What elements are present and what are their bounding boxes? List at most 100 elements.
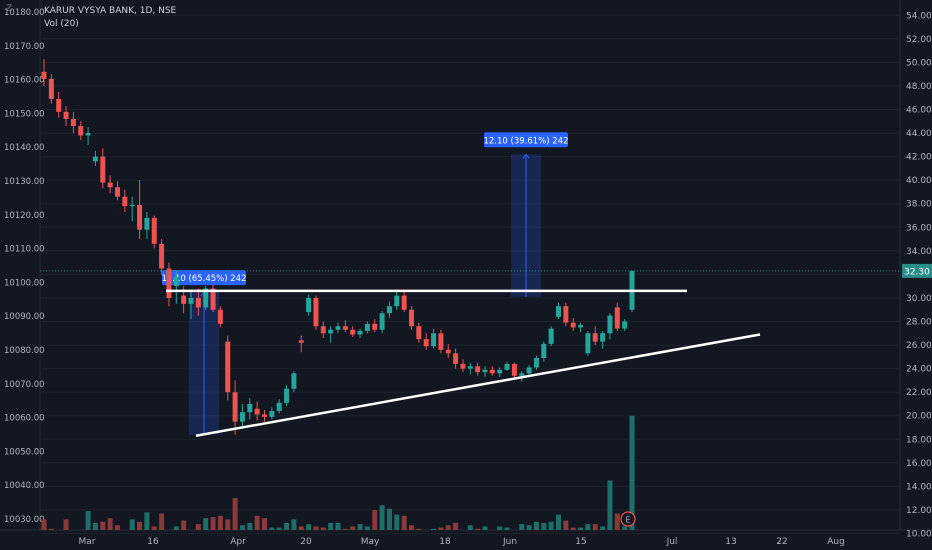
candle-body (78, 126, 84, 136)
volume-bar (563, 520, 569, 530)
candle-body (357, 330, 363, 335)
left-axis-tick-label: 10180.00 (4, 8, 45, 18)
candle (306, 294, 312, 316)
volume-bar (144, 512, 150, 530)
volume-bar (372, 509, 378, 530)
volume-bar (85, 511, 91, 530)
candle-body (394, 295, 400, 307)
candle (173, 270, 179, 304)
candle-body (401, 295, 407, 310)
candle (225, 335, 231, 401)
candle-body (159, 243, 165, 269)
time-axis-tick-label: 15 (575, 537, 586, 547)
candle (372, 319, 378, 333)
time-axis-tick-label: 13 (725, 537, 736, 547)
candle-body (306, 297, 312, 313)
candle (276, 399, 282, 414)
right-axis-tick-label: 16.00 (906, 459, 932, 469)
right-axis-tick-label: 24.00 (906, 365, 932, 375)
price-range-badge (162, 270, 246, 286)
candle (144, 211, 150, 240)
candle-body (335, 326, 341, 330)
right-axis-tick-label: 26.00 (906, 341, 932, 351)
volume-bar (217, 515, 223, 530)
candle (614, 302, 620, 331)
volume-bar (438, 527, 444, 530)
candle (548, 326, 554, 347)
candle-body (416, 326, 422, 340)
candle (423, 333, 429, 350)
left-axis-tick-label: 10130.00 (4, 177, 45, 187)
right-axis-tick-label: 34.00 (906, 247, 932, 257)
candle (504, 361, 510, 371)
candle-body (533, 358, 539, 368)
right-axis-tick-label: 42.00 (906, 153, 932, 163)
volume-bar (578, 527, 584, 530)
volume-bar (416, 528, 422, 530)
candle (284, 385, 290, 407)
candle (607, 313, 613, 340)
candle-body (519, 373, 525, 376)
candle (357, 328, 363, 339)
candle-body (504, 363, 510, 370)
volume-bar (335, 522, 341, 530)
right-axis-tick-label: 30.00 (906, 294, 932, 304)
candle (262, 409, 267, 422)
candle-body (313, 297, 319, 327)
candle-body (379, 313, 385, 330)
candle-body (188, 297, 194, 304)
left-axis-tick-label: 10140.00 (4, 143, 45, 153)
candle (445, 343, 451, 359)
candle (48, 74, 54, 104)
candle-body (85, 133, 91, 136)
candle (247, 398, 253, 420)
candle (401, 292, 407, 313)
candle-body (173, 276, 179, 287)
volume-bar (570, 527, 576, 530)
time-axis-tick-label: 16 (147, 537, 159, 547)
candle-body (423, 339, 429, 347)
time-axis-tick-label: May (361, 537, 380, 547)
candle (416, 322, 422, 343)
volume-bar (600, 526, 606, 530)
volume-bar (306, 524, 312, 530)
candle (570, 317, 576, 331)
candle (328, 326, 334, 343)
candle (526, 365, 532, 375)
symbol-title[interactable]: KARUR VYSYA BANK, 1D, NSE (44, 6, 177, 16)
volume-bar (129, 519, 135, 530)
candle-body (453, 353, 459, 364)
candle-body (239, 412, 245, 422)
time-axis-tick-label: 22 (776, 537, 787, 547)
candle-body (482, 369, 488, 373)
time-axis-tick-label: 18 (439, 537, 451, 547)
volume-indicator-label[interactable]: Vol (20) (44, 19, 79, 29)
left-axis-tick-label: 10030.00 (4, 515, 45, 525)
volume-bar (467, 525, 473, 530)
candle (585, 330, 591, 356)
candle (394, 292, 400, 310)
right-axis-tick-label: 14.00 (906, 482, 932, 492)
candle-body (342, 326, 348, 330)
right-axis-tick-label: 46.00 (906, 106, 932, 116)
volume-bar (284, 522, 290, 530)
candle-body (41, 71, 47, 79)
volume-bar (232, 498, 238, 530)
left-axis-tick-label: 10100.00 (4, 278, 45, 288)
volume-bar (63, 519, 69, 530)
candle (460, 359, 466, 373)
candle-body (166, 268, 172, 298)
candle (269, 407, 275, 420)
volume-bar (364, 526, 370, 530)
candle-body (254, 408, 260, 415)
candle-body (276, 402, 282, 412)
time-axis-tick-label: Jun (502, 537, 517, 547)
candle-body (247, 403, 253, 413)
candle-body (364, 323, 370, 331)
candle-body (232, 392, 238, 422)
candle-body (386, 306, 392, 314)
candle (467, 362, 473, 375)
price-range-badge-label: 12.10 (65.45%) 242 (161, 274, 246, 284)
